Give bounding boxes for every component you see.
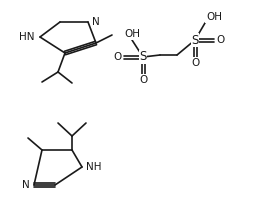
Text: S: S: [139, 51, 147, 64]
Text: O: O: [139, 75, 147, 85]
Text: O: O: [191, 58, 199, 68]
Text: S: S: [191, 33, 199, 46]
Text: OH: OH: [124, 29, 140, 39]
Text: O: O: [114, 52, 122, 62]
Text: N: N: [22, 180, 30, 190]
Text: O: O: [216, 35, 224, 45]
Text: NH: NH: [86, 162, 102, 172]
Text: N: N: [92, 17, 100, 27]
Text: OH: OH: [206, 12, 222, 22]
Text: HN: HN: [20, 32, 35, 42]
